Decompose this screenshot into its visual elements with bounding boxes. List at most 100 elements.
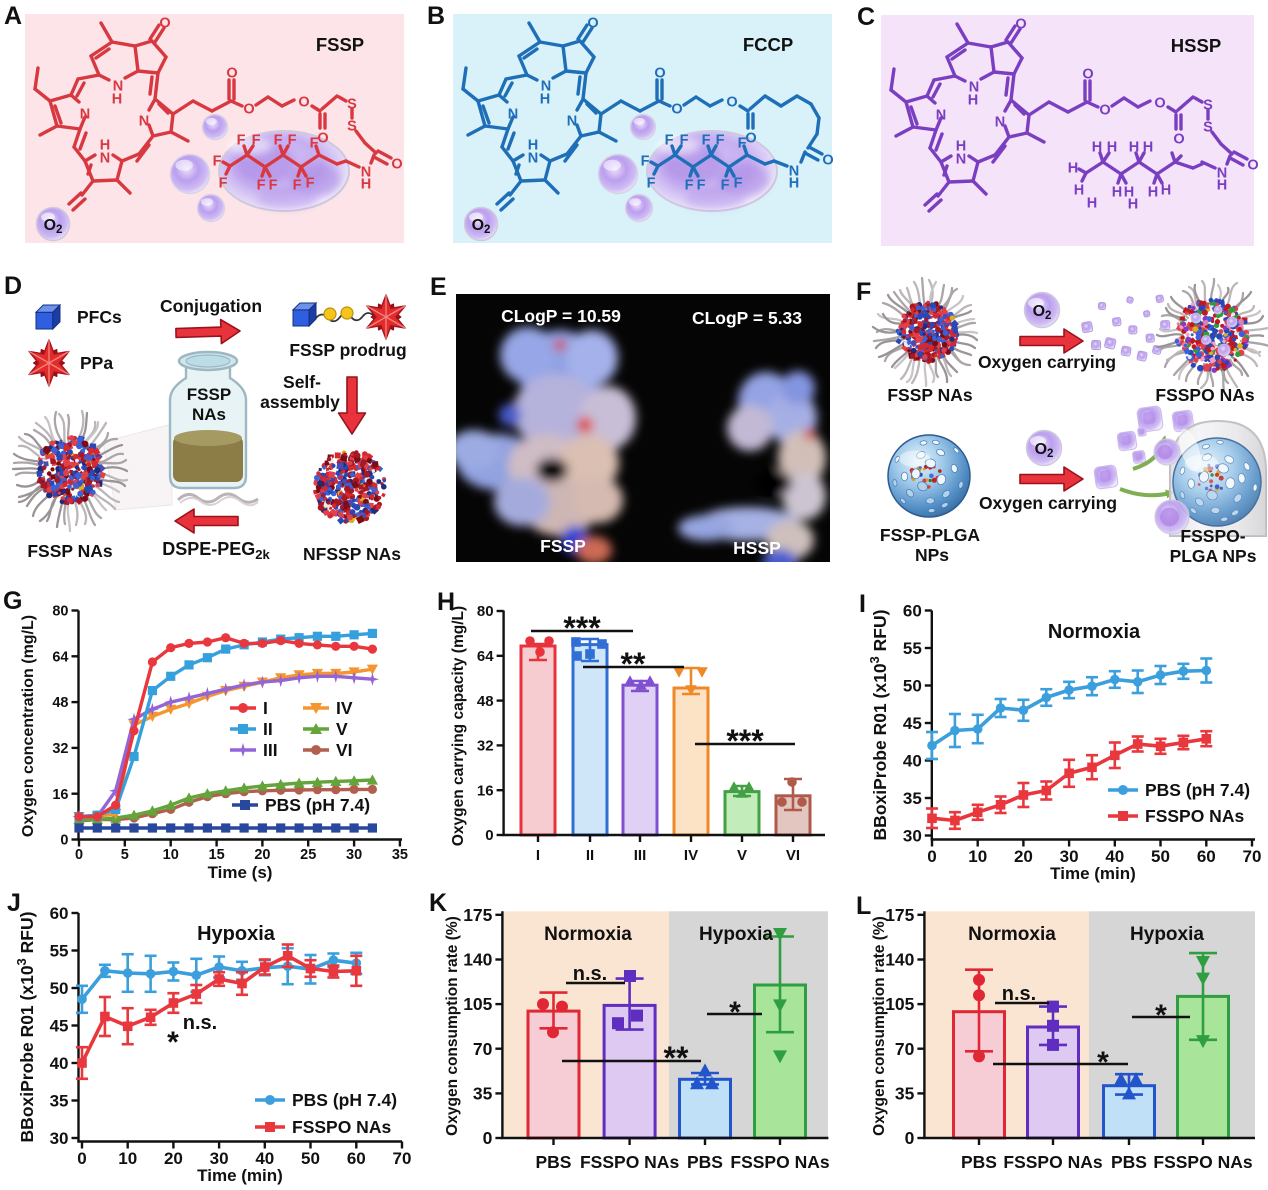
svg-text:A: A — [4, 2, 22, 30]
svg-text:PBS: PBS — [1111, 1152, 1147, 1172]
svg-text:PBS (pH 7.4): PBS (pH 7.4) — [1145, 780, 1250, 800]
svg-text:O: O — [671, 102, 682, 118]
svg-text:20: 20 — [1014, 847, 1033, 866]
svg-text:*: * — [729, 996, 741, 1029]
svg-text:70: 70 — [393, 1149, 412, 1168]
svg-text:N: N — [80, 107, 90, 123]
svg-text:Conjugation: Conjugation — [160, 296, 262, 316]
svg-text:30: 30 — [1060, 847, 1079, 866]
svg-text:N: N — [936, 108, 946, 124]
svg-text:5: 5 — [121, 847, 129, 863]
svg-text:assembly: assembly — [260, 392, 340, 412]
svg-text:F: F — [856, 278, 871, 306]
svg-text:H: H — [112, 92, 122, 108]
svg-text:CLogP = 10.59: CLogP = 10.59 — [501, 306, 621, 326]
svg-text:H: H — [1112, 185, 1122, 201]
svg-text:N: N — [969, 80, 979, 96]
svg-text:BBoxiProbe R01 (x103 RFU): BBoxiProbe R01 (x103 RFU) — [14, 912, 38, 1143]
svg-text:H: H — [1074, 183, 1084, 199]
svg-text:Time (min): Time (min) — [1050, 864, 1136, 883]
svg-text:F: F — [721, 178, 730, 194]
svg-text:16: 16 — [52, 787, 68, 803]
svg-text:H: H — [528, 138, 538, 154]
svg-text:10: 10 — [968, 847, 987, 866]
svg-text:n.s.: n.s. — [573, 963, 607, 985]
svg-text:PBS (pH 7.4): PBS (pH 7.4) — [292, 1090, 397, 1110]
svg-text:Hypoxia: Hypoxia — [699, 924, 773, 945]
svg-text:Time (s): Time (s) — [208, 863, 273, 882]
svg-text:PPa: PPa — [80, 353, 113, 373]
svg-text:0: 0 — [485, 827, 493, 844]
svg-text:S: S — [347, 119, 357, 135]
svg-text:FSSPO NAs: FSSPO NAs — [1003, 1152, 1102, 1172]
svg-text:F: F — [288, 133, 297, 149]
svg-text:n.s.: n.s. — [183, 1012, 217, 1034]
svg-text:60: 60 — [347, 1149, 366, 1168]
svg-text:105: 105 — [463, 994, 492, 1014]
svg-text:III: III — [263, 740, 278, 760]
svg-text:**: ** — [621, 646, 646, 682]
svg-text:F: F — [716, 133, 725, 149]
svg-text:80: 80 — [477, 603, 494, 620]
svg-text:O: O — [654, 66, 665, 82]
svg-text:F: F — [685, 178, 694, 194]
svg-text:30: 30 — [210, 1149, 229, 1168]
svg-text:O: O — [391, 157, 402, 173]
svg-text:H: H — [361, 177, 371, 193]
svg-text:N: N — [100, 151, 110, 167]
svg-text:FSSPO NAs: FSSPO NAs — [580, 1152, 679, 1172]
svg-text:FCCP: FCCP — [743, 34, 793, 55]
svg-text:N: N — [789, 164, 799, 180]
svg-text:10: 10 — [163, 847, 179, 863]
svg-text:F: F — [697, 178, 706, 194]
svg-text:BBoxiProbe R01 (x103 RFU): BBoxiProbe R01 (x103 RFU) — [867, 610, 891, 841]
svg-text:35: 35 — [392, 847, 408, 863]
svg-text:NAs: NAs — [192, 405, 226, 424]
svg-text:O: O — [1247, 158, 1258, 174]
svg-text:H: H — [100, 138, 110, 154]
svg-text:60: 60 — [50, 904, 69, 923]
svg-text:S: S — [1203, 98, 1213, 114]
svg-text:F: F — [274, 133, 283, 149]
svg-text:35: 35 — [903, 789, 922, 808]
svg-text:55: 55 — [50, 942, 69, 961]
svg-text:G: G — [3, 587, 22, 615]
svg-text:35: 35 — [895, 1084, 915, 1104]
svg-text:45: 45 — [903, 714, 922, 733]
svg-text:64: 64 — [477, 648, 494, 665]
svg-text:F: F — [647, 176, 656, 192]
svg-text:FSSP prodrug: FSSP prodrug — [289, 340, 406, 360]
svg-text:PBS: PBS — [961, 1152, 997, 1172]
svg-text:FSSPO NAs: FSSPO NAs — [1145, 806, 1244, 826]
svg-text:F: F — [738, 136, 747, 152]
svg-text:H: H — [789, 176, 799, 192]
svg-text:N: N — [139, 114, 149, 130]
svg-text:O: O — [587, 16, 598, 32]
svg-text:O: O — [159, 16, 170, 32]
svg-text:CLogP = 5.33: CLogP = 5.33 — [692, 308, 802, 328]
svg-text:Oxygen carrying capacity (mg/L: Oxygen carrying capacity (mg/L) — [450, 606, 467, 846]
svg-text:Time (min): Time (min) — [197, 1166, 283, 1185]
svg-text:F: F — [269, 178, 278, 194]
svg-text:O: O — [1099, 103, 1110, 119]
svg-text:D: D — [4, 272, 22, 300]
svg-text:15: 15 — [209, 847, 225, 863]
svg-text:O: O — [298, 95, 309, 111]
svg-text:60: 60 — [903, 602, 922, 621]
svg-text:NPs: NPs — [915, 545, 949, 565]
svg-text:H: H — [1148, 185, 1158, 201]
svg-text:FSSP: FSSP — [187, 385, 231, 404]
svg-text:N: N — [508, 107, 518, 123]
svg-text:Oxygen carrying: Oxygen carrying — [978, 352, 1116, 372]
svg-text:F: F — [237, 133, 246, 149]
svg-text:O: O — [1154, 96, 1165, 112]
svg-text:***: *** — [563, 610, 601, 646]
svg-text:F: F — [641, 154, 650, 170]
svg-text:Oxygen carrying: Oxygen carrying — [979, 493, 1117, 513]
svg-text:H: H — [1087, 196, 1097, 212]
svg-text:O: O — [1173, 132, 1184, 148]
svg-text:L: L — [856, 892, 871, 920]
svg-text:35: 35 — [473, 1084, 493, 1104]
svg-text:*: * — [1097, 1046, 1109, 1079]
svg-text:B: B — [427, 2, 445, 30]
